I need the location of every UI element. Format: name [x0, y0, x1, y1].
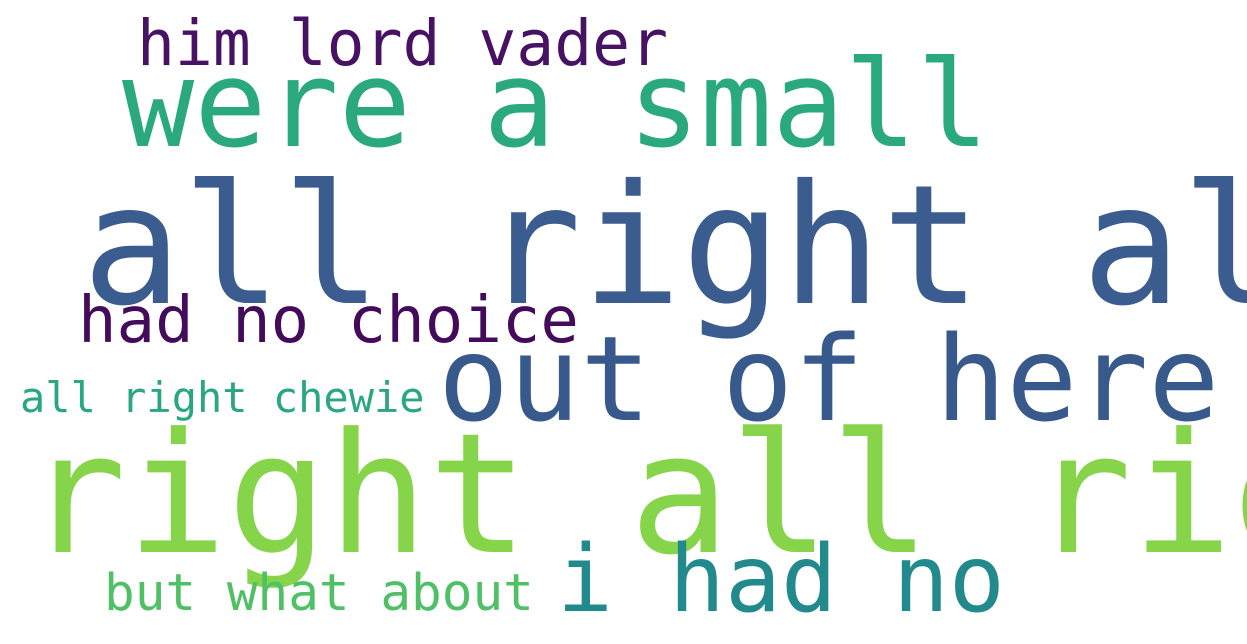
- word-all-right-all: all right all: [82, 150, 1247, 343]
- word-out-of-here: out of here: [438, 310, 1220, 448]
- word-all-right-chewie: all right chewie: [20, 373, 425, 422]
- word-were-a-small: were a small: [122, 36, 989, 175]
- word-i-had-no: i had no: [557, 525, 1005, 633]
- word-right-all-right: right all right: [26, 398, 1247, 592]
- word-but-what-about: but what about: [104, 564, 534, 623]
- word-had-no-choice: had no choice: [78, 284, 579, 358]
- word-him-lord-vader: him lord vader: [137, 7, 669, 80]
